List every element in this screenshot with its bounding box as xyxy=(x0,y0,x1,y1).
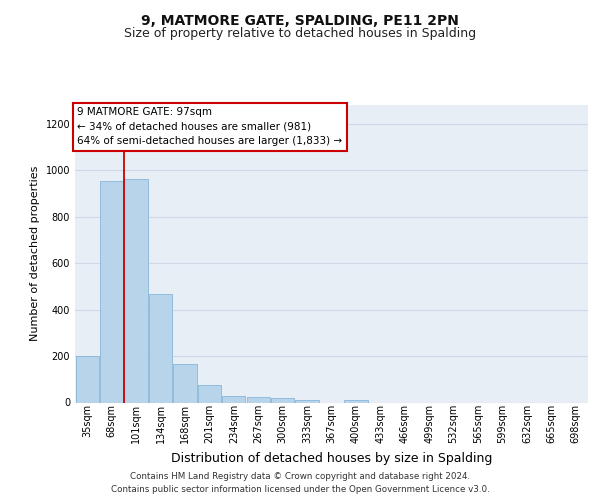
Bar xyxy=(198,385,221,402)
Bar xyxy=(149,294,172,403)
Bar xyxy=(76,356,99,403)
Bar xyxy=(344,400,368,402)
Bar xyxy=(173,364,197,403)
Bar xyxy=(222,396,245,402)
Text: 9, MATMORE GATE, SPALDING, PE11 2PN: 9, MATMORE GATE, SPALDING, PE11 2PN xyxy=(141,14,459,28)
Text: Contains public sector information licensed under the Open Government Licence v3: Contains public sector information licen… xyxy=(110,485,490,494)
Y-axis label: Number of detached properties: Number of detached properties xyxy=(30,166,40,342)
Bar xyxy=(295,400,319,402)
Text: Contains HM Land Registry data © Crown copyright and database right 2024.: Contains HM Land Registry data © Crown c… xyxy=(130,472,470,481)
Bar xyxy=(100,180,123,402)
Text: Size of property relative to detached houses in Spalding: Size of property relative to detached ho… xyxy=(124,27,476,40)
Text: 9 MATMORE GATE: 97sqm
← 34% of detached houses are smaller (981)
64% of semi-det: 9 MATMORE GATE: 97sqm ← 34% of detached … xyxy=(77,107,343,146)
Bar xyxy=(124,180,148,402)
Bar xyxy=(247,398,270,402)
Bar xyxy=(271,398,294,402)
X-axis label: Distribution of detached houses by size in Spalding: Distribution of detached houses by size … xyxy=(171,452,492,464)
